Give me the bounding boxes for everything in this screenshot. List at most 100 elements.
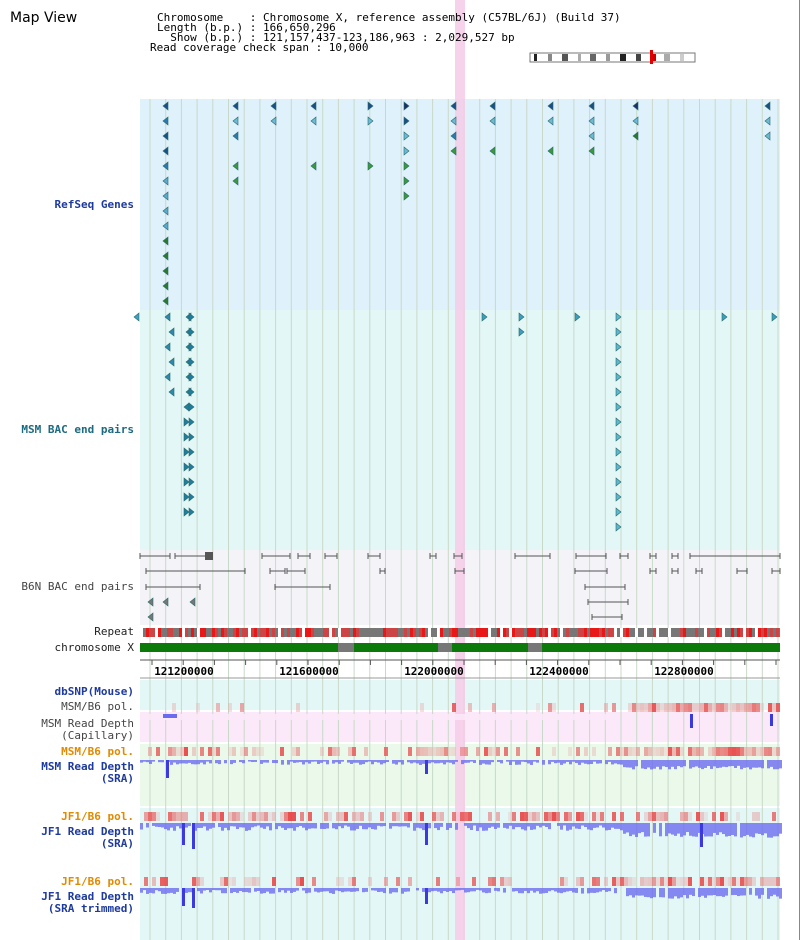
track-label-b6n-bac[interactable]: B6N BAC end pairs xyxy=(21,580,134,593)
chromosome-gap xyxy=(528,643,542,652)
msm-bac-glyph xyxy=(615,357,622,367)
msm-bac-glyph xyxy=(188,417,195,427)
header-length: Length (b.p.) : 166,650,296 xyxy=(157,21,336,34)
jf1-depth-trimmed-histogram xyxy=(140,888,782,908)
refseq-gene-glyph xyxy=(489,116,496,126)
msm-bac-glyph xyxy=(721,312,728,322)
b6n-bac-glyph xyxy=(147,612,154,622)
refseq-gene-glyph xyxy=(310,101,317,111)
refseq-gene-glyph xyxy=(450,101,457,111)
msm-bac-glyph xyxy=(183,417,190,427)
msm-bac-glyph xyxy=(188,447,195,457)
refseq-gene-glyph xyxy=(764,131,771,141)
refseq-gene-glyph xyxy=(403,176,410,186)
msm-bac-glyph xyxy=(615,402,622,412)
axis-tick-label: 121200000 xyxy=(154,665,214,678)
repeat-track xyxy=(140,628,780,637)
panel-title: Map View xyxy=(10,10,78,26)
refseq-gene-glyph xyxy=(403,191,410,201)
grid-lines xyxy=(149,99,779,940)
msm-bac-glyph xyxy=(164,342,171,352)
refseq-gene-glyph xyxy=(403,131,410,141)
msm-bac-glyph xyxy=(615,522,622,532)
msm-bac-glyph xyxy=(615,447,622,457)
refseq-gene-glyph xyxy=(764,116,771,126)
refseq-gene-glyph xyxy=(162,191,169,201)
msm-capillary-early-bar xyxy=(163,714,177,718)
msm-bac-glyph xyxy=(168,387,175,397)
refseq-gene-glyph xyxy=(162,101,169,111)
refseq-gene-glyph xyxy=(232,176,239,186)
jf1-depth-sra-histogram xyxy=(140,823,782,849)
chromosome-gap xyxy=(438,643,452,652)
refseq-gene-glyph xyxy=(489,146,496,156)
msm-bac-glyph xyxy=(188,327,195,337)
axis-tick-label: 122000000 xyxy=(404,665,464,678)
msm-bac-glyph xyxy=(188,387,195,397)
refseq-gene-glyph xyxy=(450,131,457,141)
refseq-gene-glyph xyxy=(232,101,239,111)
track-label-msm-bac[interactable]: MSM BAC end pairs xyxy=(21,423,134,436)
refseq-gene-glyph xyxy=(367,101,374,111)
refseq-gene-glyph xyxy=(403,101,410,111)
refseq-gene-glyph xyxy=(632,101,639,111)
msm-bac-glyph xyxy=(615,432,622,442)
header-coverage-span: Read coverage check span : 10,000 xyxy=(150,41,369,54)
refseq-gene-glyph xyxy=(588,101,595,111)
msm-bac-glyph xyxy=(188,507,195,517)
msm-bac-glyph xyxy=(183,492,190,502)
msm-b6-pol-strip-1 xyxy=(172,703,780,712)
axis-tick-label: 121600000 xyxy=(279,665,339,678)
refseq-gene-glyph xyxy=(162,131,169,141)
track-label-msm-depth-sra: MSM Read Depth (SRA) xyxy=(41,760,134,785)
msm-bac-glyph xyxy=(615,372,622,382)
msm-b6-pol-strip-2 xyxy=(148,747,780,756)
refseq-gene-glyph xyxy=(162,146,169,156)
axis-tick-label: 122800000 xyxy=(654,665,714,678)
refseq-gene-glyph xyxy=(162,116,169,126)
refseq-gene-glyph xyxy=(232,131,239,141)
refseq-gene-glyph xyxy=(403,116,410,126)
highlight-column xyxy=(455,0,465,940)
refseq-gene-glyph xyxy=(588,116,595,126)
msm-bac-glyph xyxy=(574,312,581,322)
track-label-refseq[interactable]: RefSeq Genes xyxy=(54,198,134,211)
chromosome-ideogram xyxy=(529,50,696,64)
refseq-gene-glyph xyxy=(547,146,554,156)
track-label-chromosome: chromosome X xyxy=(54,641,134,654)
refseq-gene-glyph xyxy=(367,116,374,126)
msm-depth-sra-histogram xyxy=(140,760,782,778)
chromosome-gap xyxy=(338,643,354,652)
msm-bac-glyph xyxy=(771,312,778,322)
refseq-gene-glyph xyxy=(588,131,595,141)
refseq-gene-glyph xyxy=(632,131,639,141)
refseq-gene-glyph xyxy=(270,116,277,126)
b6n-bac-glyph xyxy=(162,597,169,607)
msm-bac-glyph xyxy=(615,507,622,517)
ideogram-position-marker xyxy=(650,50,653,64)
refseq-gene-glyph xyxy=(450,146,457,156)
refseq-gene-glyph xyxy=(232,161,239,171)
msm-bac-glyph xyxy=(188,312,195,322)
refseq-gene-glyph xyxy=(162,236,169,246)
msm-bac-glyph xyxy=(615,312,622,322)
msm-bac-glyph xyxy=(168,327,175,337)
refseq-gene-glyph xyxy=(162,221,169,231)
refseq-gene-glyph xyxy=(450,116,457,126)
refseq-gene-glyph xyxy=(162,251,169,261)
jf1-b6-pol-strip-2 xyxy=(144,877,780,886)
track-label-jf1-b6-pol-1: JF1/B6 pol. xyxy=(61,810,134,823)
refseq-gene-glyph xyxy=(588,146,595,156)
refseq-gene-glyph xyxy=(403,161,410,171)
msm-bac-glyph xyxy=(188,492,195,502)
msm-bac-glyph xyxy=(188,357,195,367)
b6n-bac-glyph xyxy=(189,597,196,607)
track-label-repeat: Repeat xyxy=(94,625,134,638)
msm-bac-glyph xyxy=(133,312,140,322)
msm-bac-glyph xyxy=(615,477,622,487)
track-label-jf1-depth-sra: JF1 Read Depth (SRA) xyxy=(41,825,134,850)
track-label-dbsnp[interactable]: dbSNP(Mouse) xyxy=(54,685,134,698)
msm-bac-glyph xyxy=(183,432,190,442)
refseq-gene-glyph xyxy=(367,161,374,171)
